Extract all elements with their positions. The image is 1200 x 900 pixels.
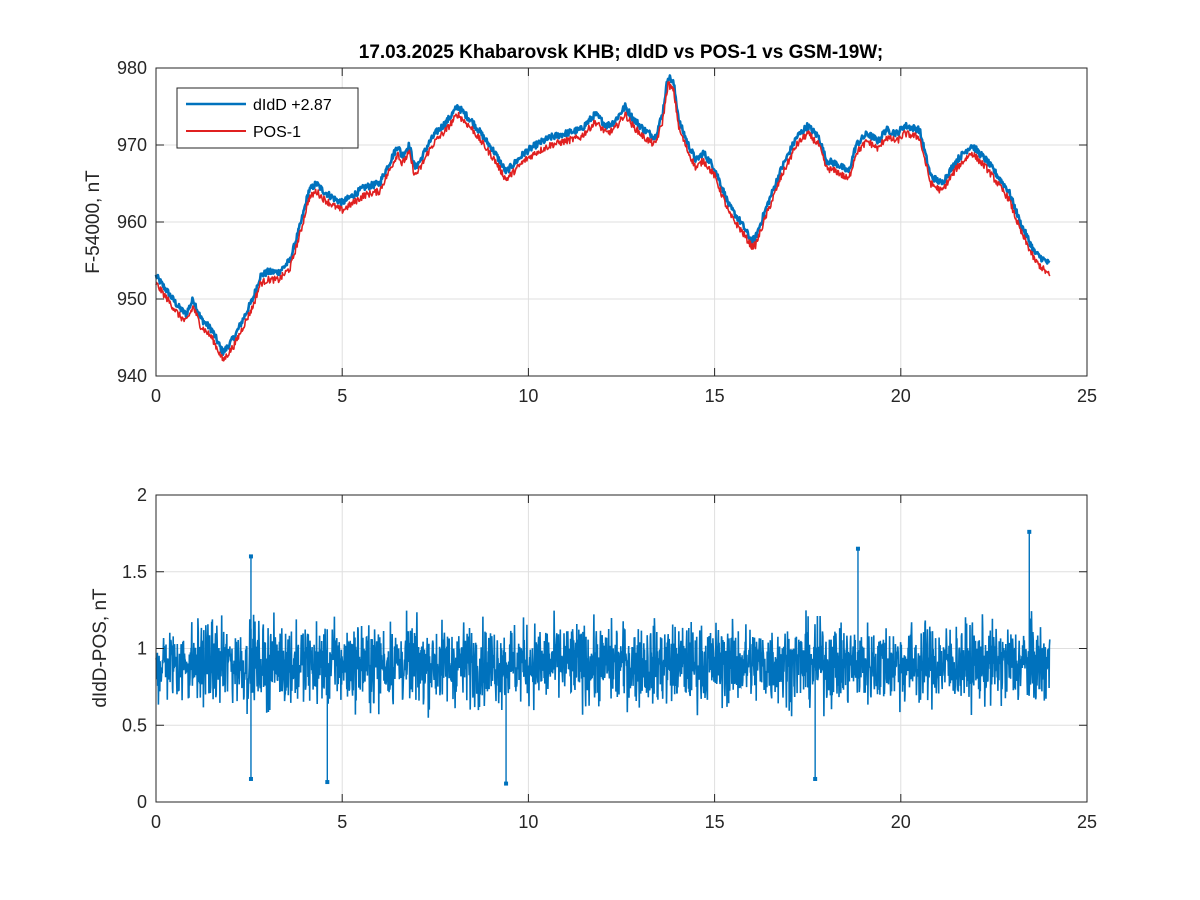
y-tick-label: 0.5 xyxy=(122,715,147,735)
spike-marker xyxy=(1027,529,1032,534)
x-tick-label: 20 xyxy=(891,812,911,832)
x-tick-label: 0 xyxy=(151,386,161,406)
y-tick-label: 950 xyxy=(117,289,147,309)
x-tick-label: 20 xyxy=(891,386,911,406)
x-tick-label: 10 xyxy=(518,386,538,406)
bottom-ticks: 0 5 10 15 20 25 0 0.5 1 1.5 2 xyxy=(122,485,1097,832)
series-line-pos1 xyxy=(155,81,1051,362)
bottom-plot: 0 5 10 15 20 25 0 0.5 1 1.5 2 dIdD-POS, nT xyxy=(90,485,1097,832)
chart-title: 17.03.2025 Khabarovsk KHB; dIdD vs POS-1… xyxy=(359,42,883,63)
spike-marker xyxy=(504,781,509,786)
x-tick-label: 0 xyxy=(151,812,161,832)
x-tick-label: 25 xyxy=(1077,812,1097,832)
difference-line xyxy=(155,610,1051,718)
y-tick-label: 970 xyxy=(117,135,147,155)
x-tick-label: 5 xyxy=(337,386,347,406)
legend-label-pos1: POS-1 xyxy=(253,124,301,141)
y-tick-label: 1 xyxy=(137,639,147,659)
y-tick-label: 1.5 xyxy=(122,562,147,582)
spike-marker xyxy=(855,546,860,551)
top-y-axis-label: F-54000, nT xyxy=(83,170,104,274)
x-tick-label: 5 xyxy=(337,812,347,832)
spike-marker xyxy=(248,776,253,781)
top-plot: 0 5 10 15 20 25 940 950 960 970 980 F-54000, nT dI… xyxy=(83,58,1097,406)
bottom-y-axis-label: dIdD-POS, nT xyxy=(90,588,111,708)
legend-box xyxy=(176,87,359,149)
top-series xyxy=(154,74,1051,362)
x-tick-label: 15 xyxy=(705,386,725,406)
x-tick-label: 15 xyxy=(705,812,725,832)
top-ticks: 0 5 10 15 20 25 940 950 960 970 980 xyxy=(117,58,1097,406)
spike-marker xyxy=(325,780,330,785)
y-tick-label: 960 xyxy=(117,212,147,232)
x-tick-label: 10 xyxy=(518,812,538,832)
y-tick-label: 0 xyxy=(137,792,147,812)
y-tick-label: 2 xyxy=(137,485,147,505)
y-tick-label: 980 xyxy=(117,58,147,78)
x-tick-label: 25 xyxy=(1077,386,1097,406)
spike-marker xyxy=(813,776,818,781)
spike-marker xyxy=(248,554,253,559)
legend-label-diddd: dIdD +2.87 xyxy=(253,97,332,114)
series-line-diddd xyxy=(154,74,1051,356)
legend: dIdD +2.87 POS-1 xyxy=(176,87,359,149)
y-tick-label: 940 xyxy=(117,366,147,386)
bottom-series xyxy=(155,529,1051,786)
